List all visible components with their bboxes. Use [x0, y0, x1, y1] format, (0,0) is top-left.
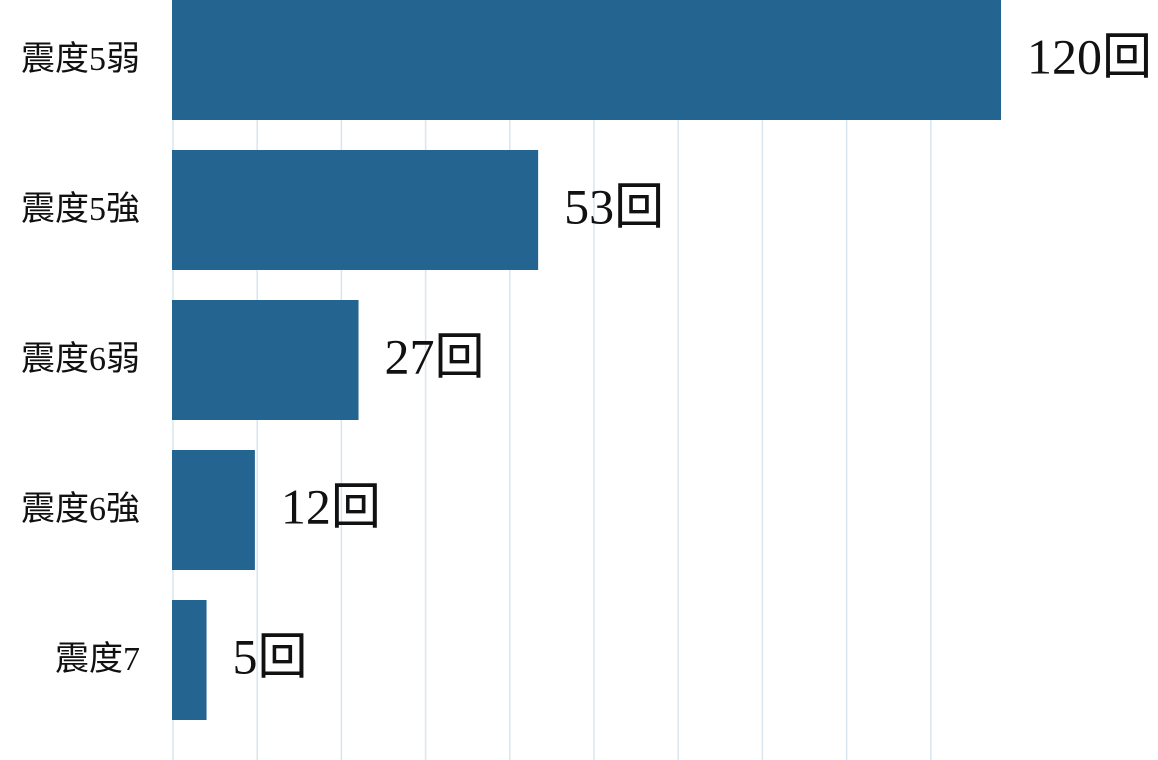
- value-label: 27回: [385, 328, 485, 384]
- value-label: 5回: [233, 628, 308, 684]
- bar: [172, 450, 255, 570]
- category-label: 震度6弱: [21, 340, 140, 378]
- bar: [172, 150, 539, 270]
- category-label: 震度5弱: [21, 40, 140, 78]
- category-label: 震度6強: [21, 490, 140, 528]
- bar: [172, 600, 207, 720]
- category-label: 震度7: [55, 640, 140, 678]
- category-label: 震度5強: [21, 190, 140, 228]
- bar: [172, 300, 359, 420]
- bar: [172, 0, 1001, 120]
- value-label: 120回: [1027, 28, 1152, 84]
- value-label: 53回: [564, 178, 664, 234]
- value-label: 12回: [281, 478, 381, 534]
